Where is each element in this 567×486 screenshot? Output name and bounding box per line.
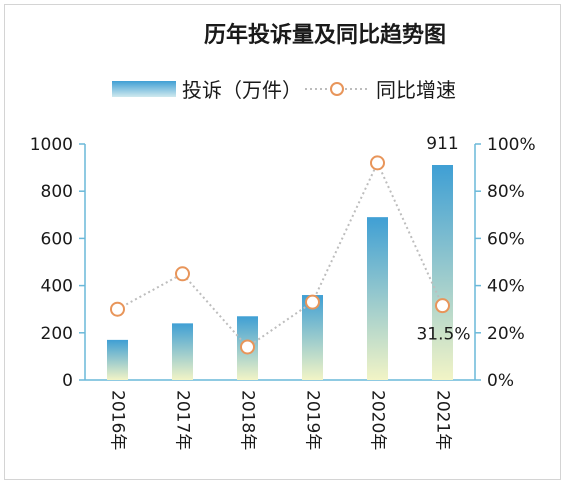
data-labels: 911 31.5% — [416, 134, 470, 345]
growth-line — [110, 155, 450, 355]
y-right-tick-label: 20% — [487, 324, 525, 344]
growth-marker — [370, 155, 385, 171]
growth-marker — [110, 301, 125, 317]
legend-bar-label: 投诉（万件） — [182, 78, 302, 102]
growth-marker — [435, 298, 450, 314]
bar — [172, 323, 193, 380]
legend-line-label: 同比增速 — [376, 78, 456, 102]
y-right-tick-label: 60% — [487, 229, 525, 249]
y-left-tick-label: 1000 — [30, 135, 73, 155]
chart-frame — [4, 4, 561, 480]
growth-marker — [240, 339, 255, 355]
x-tick-label: 2019年 — [303, 390, 323, 450]
y-right-tick-label: 80% — [487, 182, 525, 202]
legend-bar-swatch — [112, 81, 176, 97]
bar — [367, 217, 388, 380]
bar — [302, 295, 323, 380]
y-left-tick-label: 600 — [41, 229, 73, 249]
bar — [432, 165, 453, 380]
legend: 投诉（万件） 同比增速 — [112, 78, 456, 102]
y-left-tick-label: 800 — [41, 182, 73, 202]
bar — [107, 339, 128, 380]
x-tick-label: 2017年 — [173, 390, 193, 450]
data-label: 911 — [426, 134, 458, 154]
x-tick-label: 2018年 — [238, 390, 258, 450]
y-right-tick-label: 0% — [487, 371, 514, 391]
x-tick-label: 2016年 — [108, 390, 128, 450]
data-label: 31.5% — [416, 325, 470, 345]
growth-marker — [175, 266, 190, 282]
x-tick-label: 2020年 — [368, 390, 388, 450]
y-right-tick-label: 40% — [487, 277, 525, 297]
y-left-tick-label: 400 — [41, 277, 73, 297]
y-left-tick-label: 0 — [62, 371, 73, 391]
y-left-tick-label: 200 — [41, 324, 73, 344]
x-tick-label: 2021年 — [433, 390, 453, 450]
legend-line-marker — [330, 82, 344, 96]
axes: 0 200 400 600 800 1000 0% 20% 40% 60% 80% 100% 2016年… — [30, 135, 536, 450]
y-right-tick-label: 100% — [487, 135, 536, 155]
bars — [107, 165, 453, 380]
chart-title: 历年投诉量及同比趋势图 — [204, 22, 446, 48]
growth-marker — [305, 294, 320, 310]
growth-line-path — [117, 160, 444, 349]
